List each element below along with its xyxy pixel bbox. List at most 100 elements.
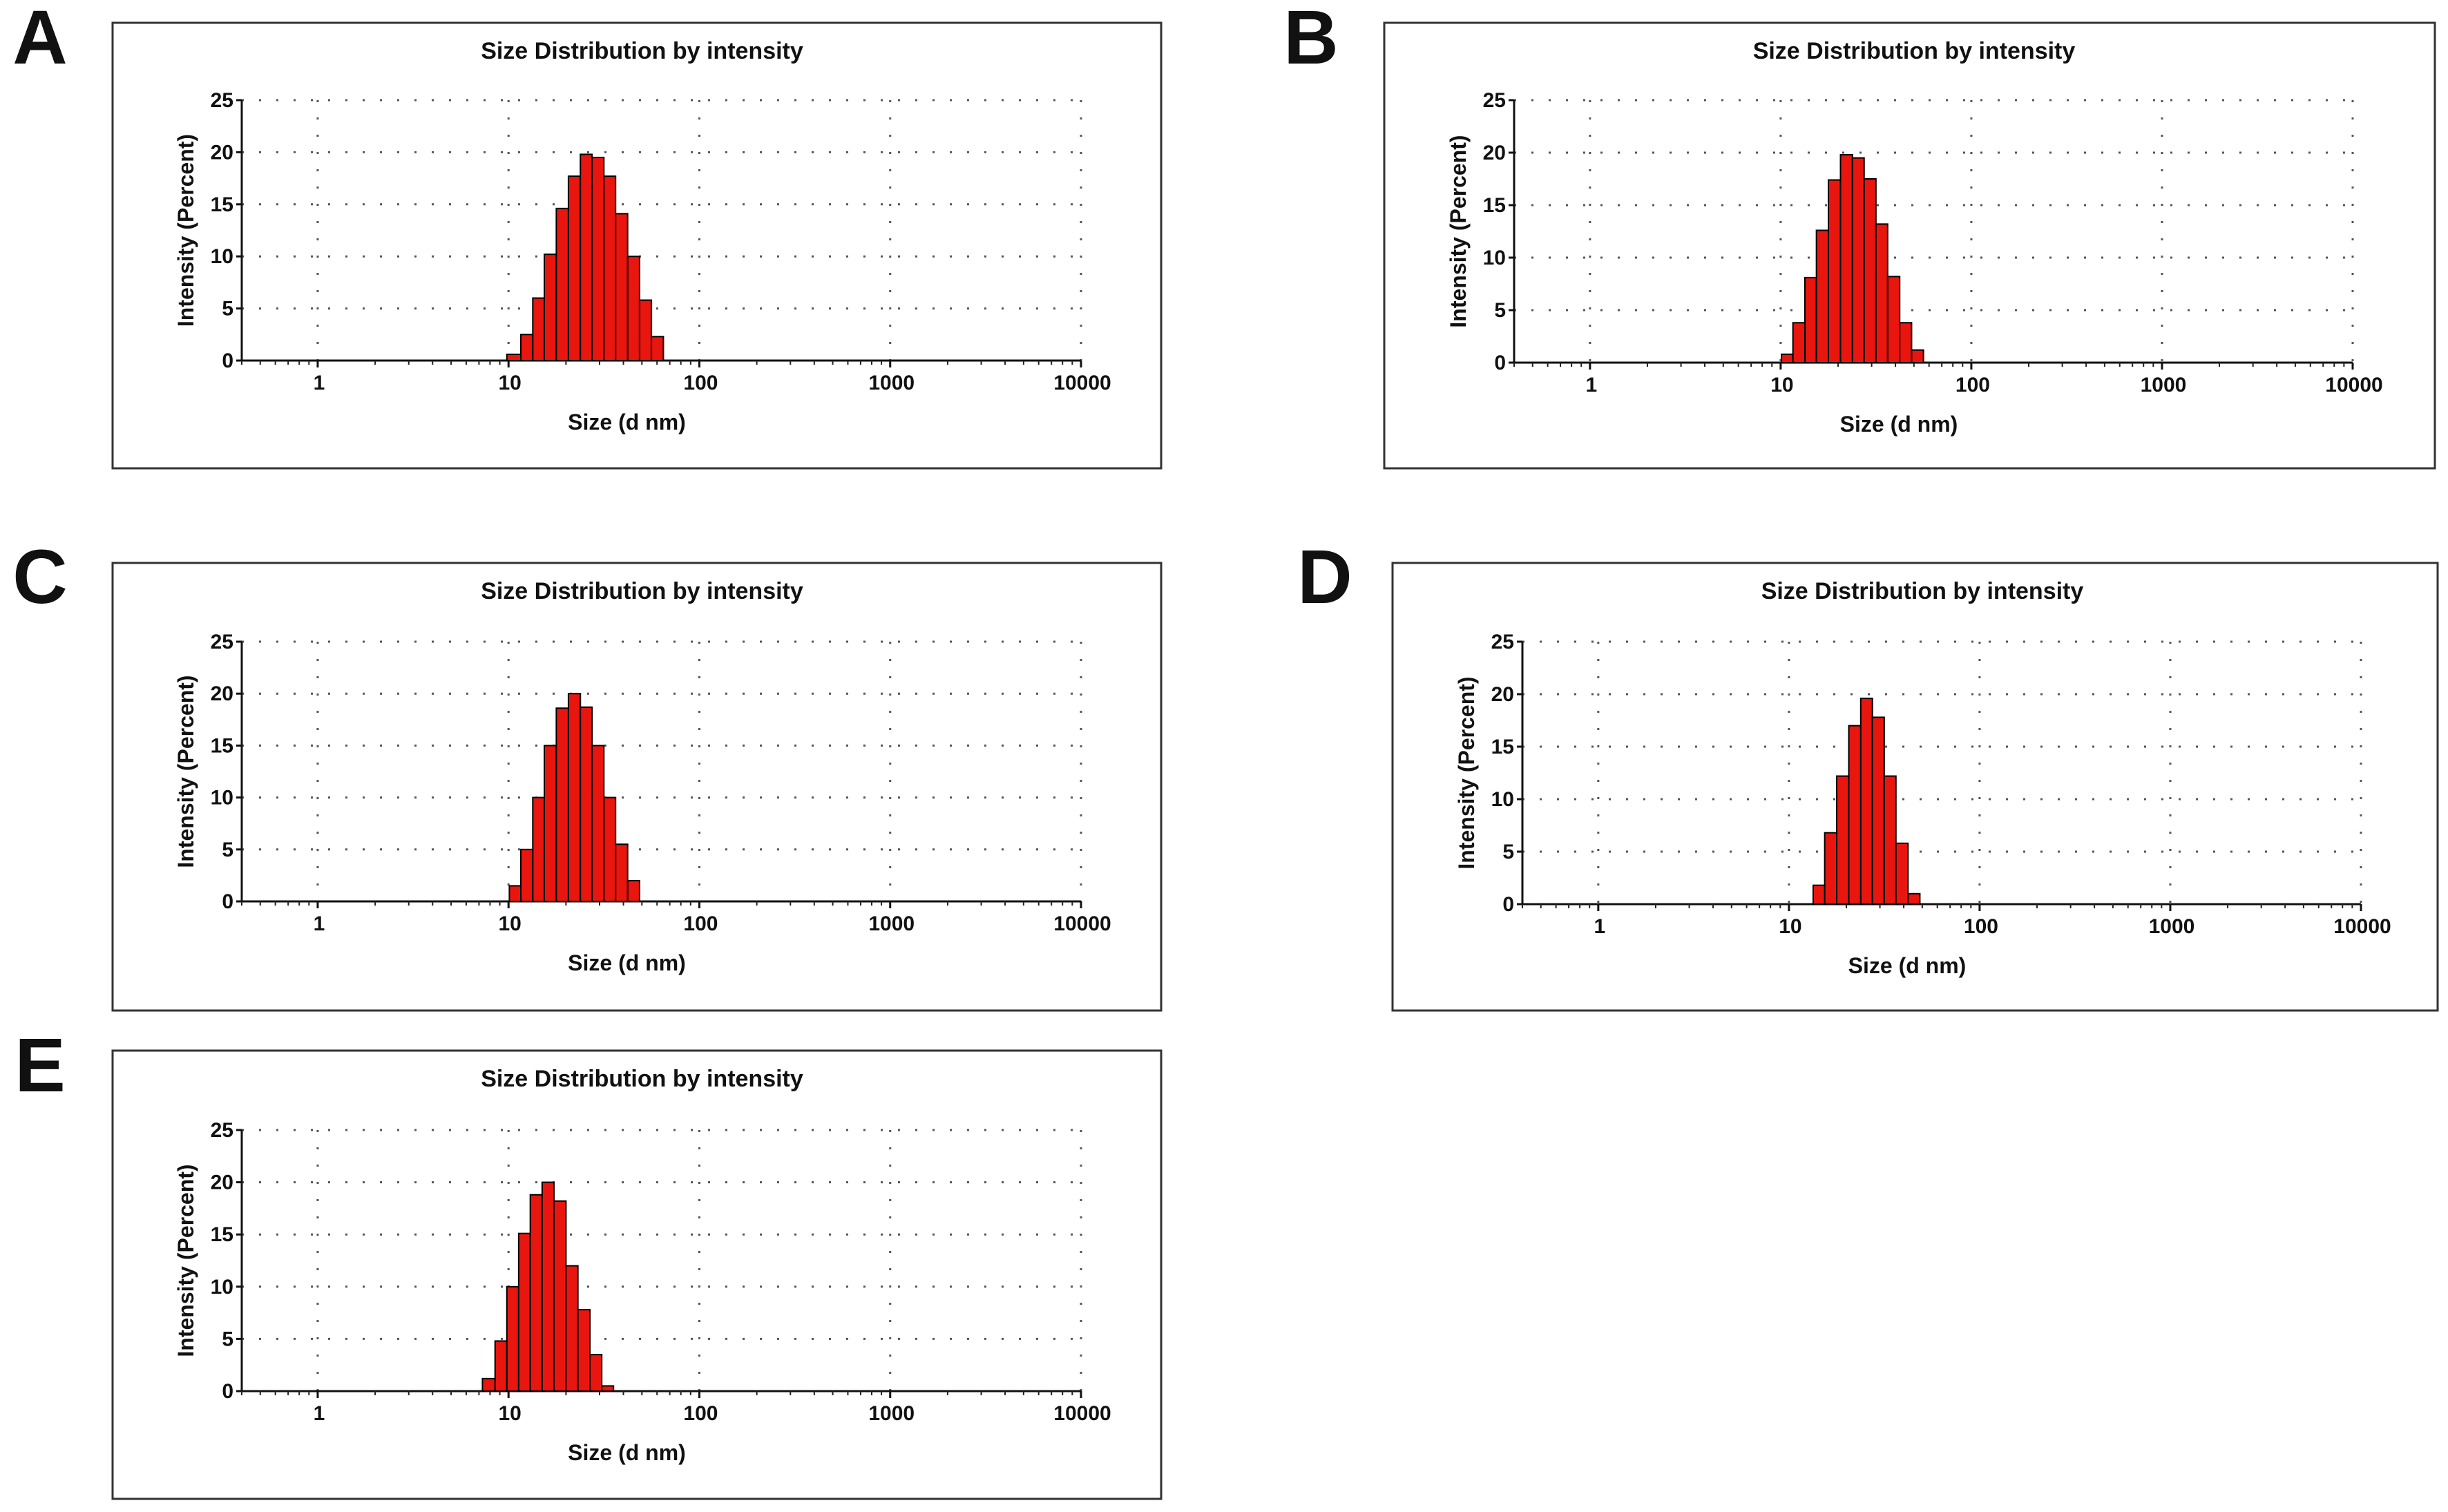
- y-axis-label: Intensity (Percent): [1446, 135, 1471, 327]
- y-axis-label: Intensity (Percent): [173, 134, 198, 327]
- histogram-bar: [1886, 276, 1901, 363]
- y-axis-label: Intensity (Percent): [1454, 676, 1479, 869]
- panel-letter: E: [15, 1023, 65, 1108]
- histogram-bar: [651, 336, 664, 362]
- histogram-bar: [544, 745, 557, 903]
- histogram-bar: [520, 848, 534, 903]
- histogram-bar: [1804, 276, 1817, 364]
- histogram-bar: [555, 707, 569, 902]
- histogram-bar: [517, 1232, 531, 1392]
- y-tick-label: 25: [211, 89, 233, 112]
- histogram-bar: [567, 175, 582, 361]
- y-tick-label: 25: [211, 1119, 233, 1142]
- y-axis-label: Intensity (Percent): [173, 1164, 198, 1357]
- histogram-bar: [544, 253, 557, 361]
- histogram-bar: [1792, 322, 1806, 363]
- chart-title: Size Distribution by intensity: [481, 38, 803, 64]
- histogram-bar: [565, 1265, 579, 1393]
- chart-panel-c: C Size Distribution by intensity 0 5 10 15 20 2…: [12, 535, 1163, 1012]
- histogram-bar: [494, 1340, 508, 1392]
- chart-panel-b: B Size Distribution by intensity 0 5 10 15 20 2…: [1283, 0, 2436, 470]
- histogram-bar: [508, 885, 522, 902]
- histogram-bar: [1812, 884, 1826, 906]
- histogram-bar: [627, 256, 640, 362]
- panel-letter: A: [12, 0, 67, 80]
- histogram-bar: [506, 353, 522, 362]
- x-tick-label: 10000: [2325, 374, 2382, 396]
- histogram-bar: [1883, 775, 1897, 906]
- y-tick-label: 25: [1483, 89, 1506, 112]
- panel-letter: B: [1283, 0, 1338, 80]
- y-tick-label: 15: [211, 734, 233, 757]
- x-tick-label: 1000: [2149, 915, 2195, 938]
- x-tick-label: 1: [1586, 374, 1598, 396]
- x-tick-label: 100: [1964, 915, 1998, 938]
- histogram-bar: [1907, 892, 1921, 906]
- y-tick-label: 25: [1491, 631, 1514, 653]
- x-tick-label: 1000: [2141, 374, 2187, 396]
- panel-letter: C: [12, 535, 67, 620]
- histogram-bar: [1871, 716, 1885, 905]
- chart-panel-e: E Size Distribution by intensity 0 5 10 15 20 2…: [15, 1023, 1163, 1500]
- y-tick-label: 20: [1483, 142, 1506, 164]
- x-tick-label: 1: [314, 1402, 325, 1425]
- y-tick-label: 5: [222, 1328, 233, 1350]
- histogram-bar: [603, 175, 617, 361]
- histogram-bar: [577, 1309, 591, 1392]
- histogram-bar: [481, 1377, 496, 1392]
- y-tick-label: 5: [222, 298, 233, 320]
- y-tick-label: 0: [1502, 893, 1514, 916]
- histogram-bar: [555, 207, 569, 361]
- x-tick-label: 1: [1594, 915, 1606, 938]
- y-tick-label: 10: [1483, 247, 1506, 269]
- histogram-bar: [1875, 223, 1888, 363]
- y-tick-label: 20: [211, 1171, 233, 1194]
- y-tick-label: 5: [1494, 299, 1506, 322]
- x-tick-label: 10000: [1053, 912, 1111, 935]
- histogram-bar: [627, 879, 640, 903]
- y-tick-label: 15: [1483, 194, 1506, 217]
- y-axis-label: Intensity (Percent): [173, 675, 198, 868]
- x-tick-label: 10000: [1053, 1402, 1111, 1425]
- x-axis-label: Size (d nm): [1840, 412, 1958, 437]
- panel-letter: D: [1297, 535, 1352, 620]
- chart-panel-d: D Size Distribution by intensity 0 5 10 15 20 2…: [1297, 535, 2439, 1012]
- x-axis-label: Size (d nm): [1848, 953, 1967, 978]
- histogram-bar: [591, 745, 605, 903]
- histogram-bar: [1863, 178, 1877, 363]
- histogram-bar: [1895, 842, 1909, 905]
- histogram-bar: [1911, 349, 1924, 364]
- x-axis-label: Size (d nm): [568, 410, 686, 434]
- x-tick-label: 100: [1955, 374, 1990, 396]
- histogram-bar: [532, 796, 546, 902]
- y-tick-label: 0: [222, 350, 233, 372]
- x-axis-label: Size (d nm): [568, 1440, 686, 1465]
- histogram-bar: [1815, 229, 1830, 364]
- y-tick-label: 15: [211, 1223, 233, 1246]
- histogram-bar: [615, 213, 629, 362]
- histogram-bar: [591, 156, 605, 361]
- y-tick-label: 10: [211, 1276, 233, 1299]
- histogram-bar: [1836, 775, 1850, 906]
- histogram-bar: [1824, 832, 1838, 906]
- histogram-bar: [506, 1285, 519, 1393]
- x-tick-label: 1: [314, 372, 325, 394]
- histogram-bar: [567, 693, 582, 902]
- y-tick-label: 25: [211, 631, 233, 653]
- histogram-bar: [529, 1194, 543, 1393]
- chart-frame: [111, 1049, 1163, 1500]
- chart-title: Size Distribution by intensity: [1753, 38, 2076, 64]
- y-tick-label: 0: [222, 1380, 233, 1403]
- histogram-bar: [580, 706, 593, 902]
- histogram-bar: [589, 1354, 603, 1392]
- y-tick-label: 5: [222, 839, 233, 861]
- y-tick-label: 10: [211, 787, 233, 810]
- chart-panel-a: A Size Distribution by intensity 0 5 10 15 20 2…: [12, 0, 1163, 470]
- x-tick-label: 10000: [2333, 915, 2391, 938]
- x-tick-label: 10: [499, 912, 522, 935]
- y-tick-label: 15: [1491, 736, 1514, 758]
- x-tick-label: 100: [683, 912, 718, 935]
- y-tick-label: 0: [222, 890, 233, 913]
- histogram-bar: [1859, 698, 1873, 906]
